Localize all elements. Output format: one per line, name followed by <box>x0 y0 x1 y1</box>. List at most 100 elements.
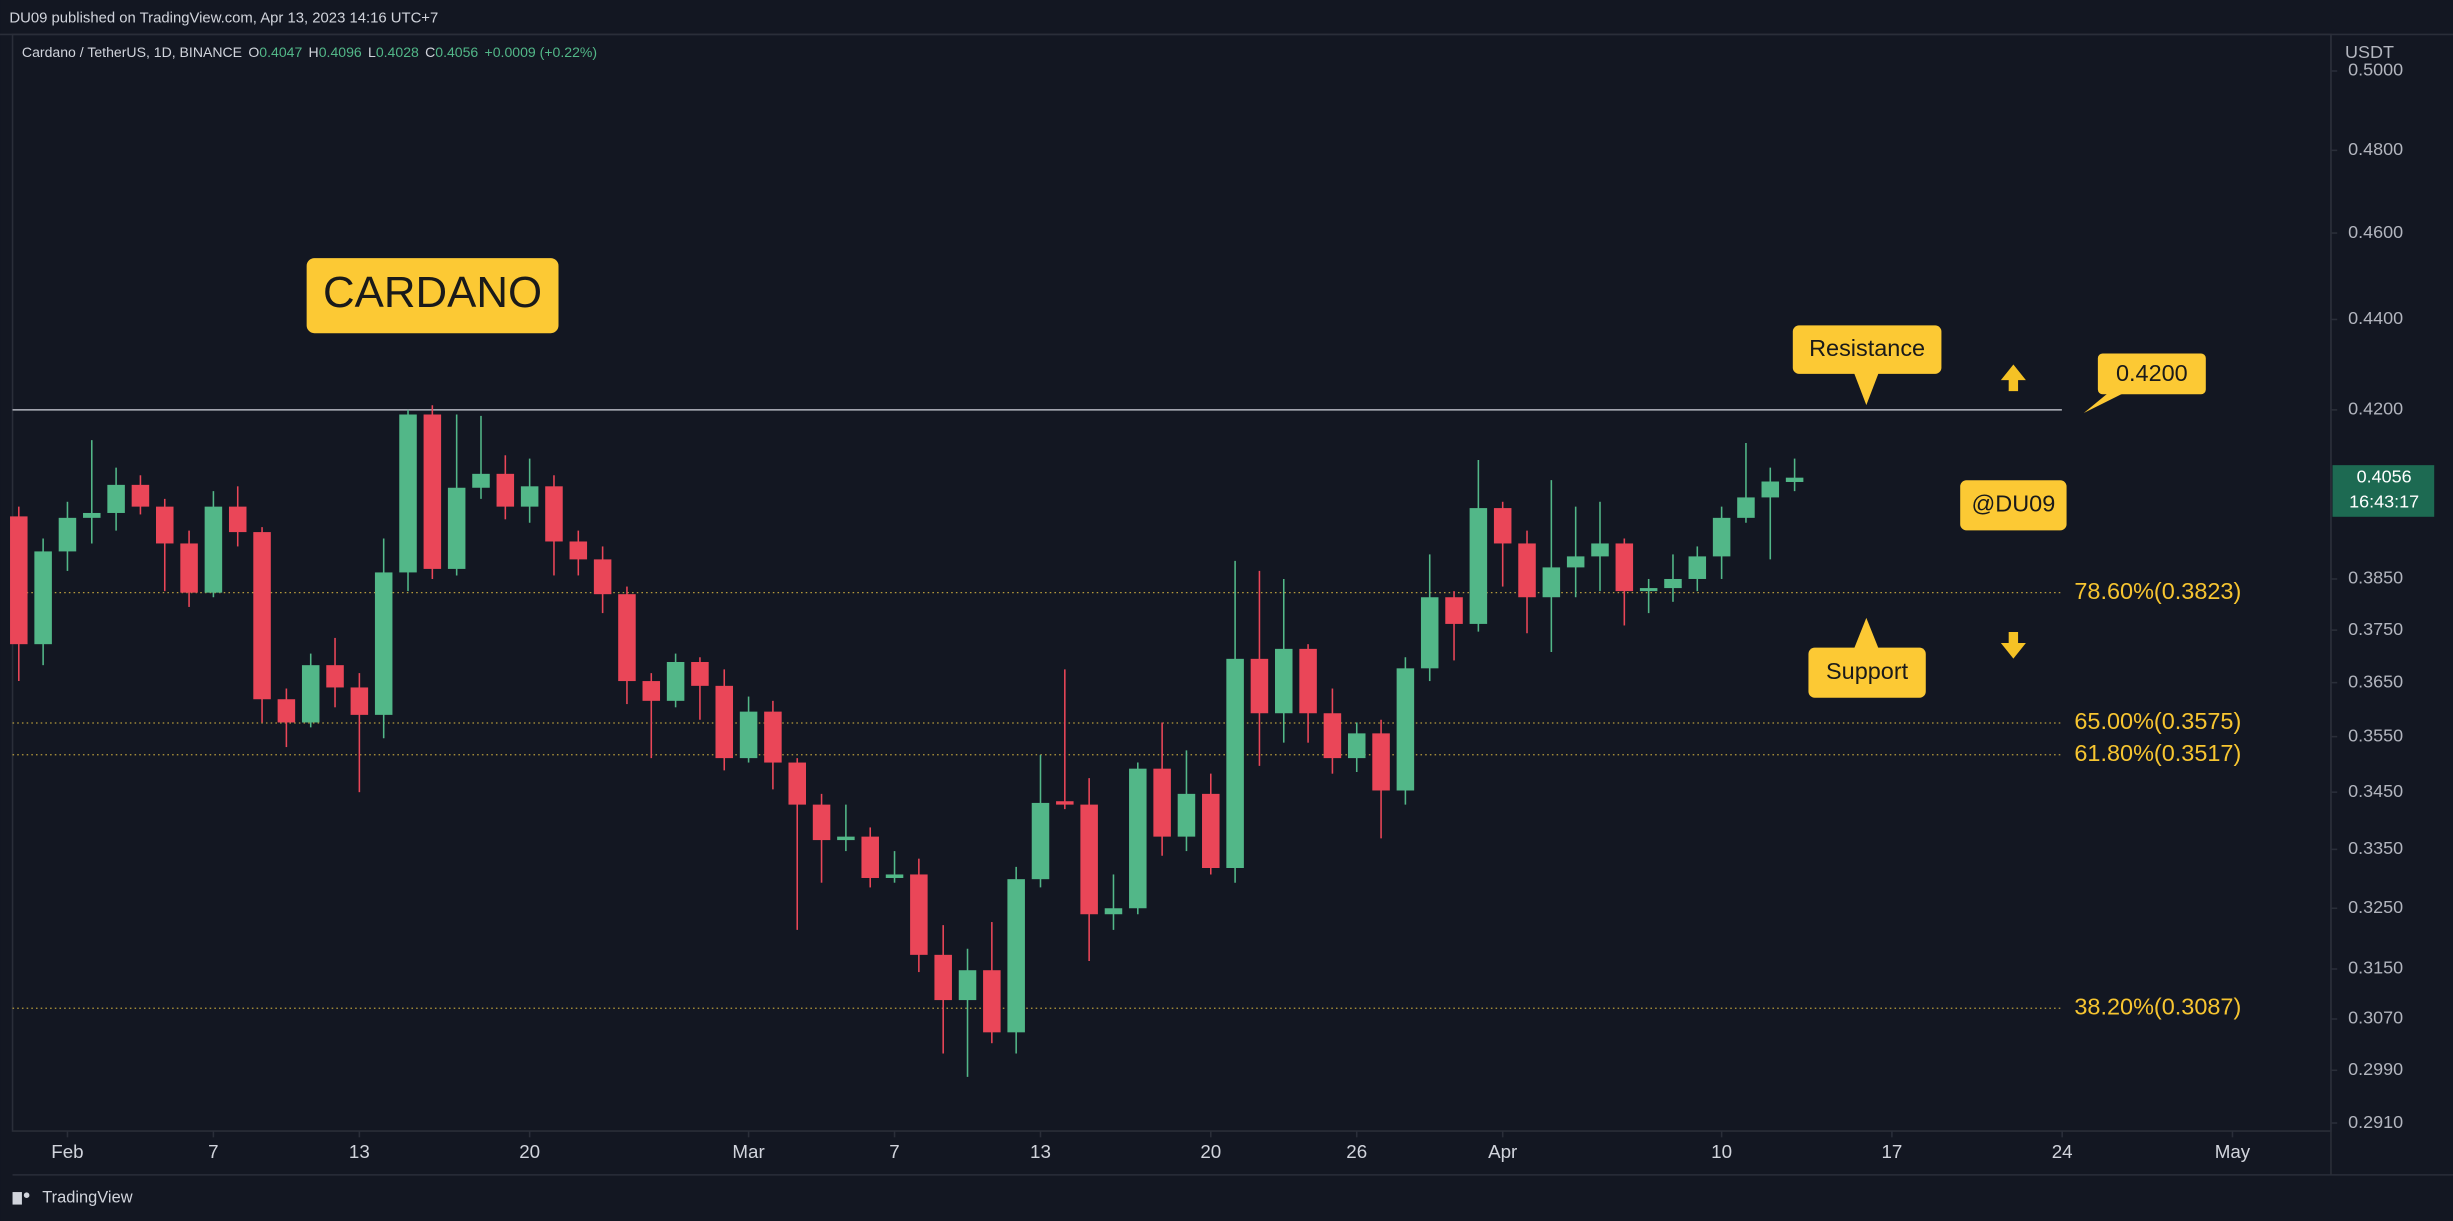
support-label: Support <box>1826 658 1909 684</box>
candle-body <box>58 517 77 552</box>
candle-body <box>423 414 442 569</box>
candle-body <box>1177 793 1196 837</box>
brand: TradingView <box>42 1189 132 1207</box>
x-tick-label: 13 <box>349 1141 370 1162</box>
y-tick-label: 0.3350 <box>2348 838 2403 858</box>
candle-body <box>1664 578 1682 589</box>
candle-body <box>1566 556 1585 568</box>
x-tick-label: May <box>2215 1141 2251 1162</box>
candle-body <box>545 486 563 542</box>
candle-body <box>618 594 636 682</box>
candle-body <box>83 512 101 518</box>
candle-body <box>1202 793 1220 869</box>
candle-body <box>228 506 247 533</box>
candle-body <box>812 804 831 841</box>
ohlc-label: O <box>248 44 259 60</box>
candle-body <box>34 551 52 645</box>
symbol: Cardano / TetherUS, 1D, BINANCE <box>22 44 242 60</box>
ohlc-value: 0.4096 <box>319 44 362 60</box>
symbol-legend: Cardano / TetherUS, 1D, BINANCE O0.4047 H0… <box>22 44 597 60</box>
resistance-price-label: 0.4200 <box>2116 360 2188 386</box>
x-tick-label: 24 <box>2052 1141 2073 1162</box>
candle-body <box>1469 508 1488 624</box>
brand-logo <box>12 1192 22 1205</box>
candle-body <box>861 836 879 878</box>
y-tick-label: 0.4200 <box>2348 399 2403 419</box>
x-tick-label: Apr <box>1488 1141 1517 1162</box>
x-tick-label: 17 <box>1881 1141 1902 1162</box>
candle-body <box>496 473 515 507</box>
candle-body <box>1299 648 1317 714</box>
candle-body <box>1372 733 1390 791</box>
candle-body <box>1080 804 1098 915</box>
candle-body <box>739 711 758 759</box>
candle-body <box>934 954 952 1001</box>
candle-body <box>301 665 320 723</box>
x-tick-label: 26 <box>1346 1141 1367 1162</box>
candle-body <box>666 662 685 701</box>
x-tick-label: 10 <box>1711 1141 1732 1162</box>
candle-body <box>326 665 344 688</box>
fib-label: 65.00%(0.3575) <box>2074 708 2241 734</box>
support-callout <box>1808 647 1926 698</box>
candle-body <box>1007 879 1025 1033</box>
resistance-label: Resistance <box>1809 335 1925 361</box>
candle-body <box>958 970 977 1001</box>
candle-body <box>642 681 661 701</box>
candle-body <box>788 762 806 805</box>
candle-body <box>983 970 1001 1033</box>
fib-label: 61.80%(0.3517) <box>2074 740 2241 766</box>
y-tick-label: 0.4600 <box>2348 222 2403 242</box>
y-tick-label: 0.2990 <box>2348 1059 2403 1079</box>
x-tick-label: 7 <box>889 1141 899 1162</box>
watermark: @DU09 <box>1971 490 2055 516</box>
y-tick-label: 0.3070 <box>2348 1008 2403 1028</box>
ohlc-label: C <box>425 44 435 60</box>
candle-body <box>837 836 855 841</box>
fib-label: 38.20%(0.3087) <box>2074 993 2241 1019</box>
y-tick-label: 0.3650 <box>2348 671 2403 691</box>
resistance-price-box <box>2097 353 2206 395</box>
candle-body <box>1518 543 1536 598</box>
candle-body <box>399 414 417 573</box>
candle-body <box>1250 658 1269 714</box>
candle-body <box>715 685 734 759</box>
down-arrow <box>2000 632 2026 659</box>
candle-body <box>1226 658 1244 869</box>
candle-body <box>1396 668 1415 791</box>
top-bar <box>0 0 2453 35</box>
candle-body <box>569 541 588 560</box>
x-tick-label: Mar <box>732 1141 764 1162</box>
candle-body <box>520 486 539 507</box>
y-tick-label: 0.3850 <box>2348 568 2403 588</box>
y-tick-label: 0.4800 <box>2348 139 2403 159</box>
candle-body <box>1274 648 1293 714</box>
candle-body <box>1129 768 1147 909</box>
ohlc-value: 0.4028 <box>376 44 419 60</box>
y-tick-label: 0.3750 <box>2348 619 2403 639</box>
candle-body <box>1542 567 1561 598</box>
x-tick-label: Feb <box>51 1141 83 1162</box>
candle-body <box>277 699 296 723</box>
y-tick-label: 0.3550 <box>2348 725 2403 745</box>
change: +0.0009 (+0.22%) <box>485 44 598 60</box>
brand-logo-dot <box>23 1192 30 1199</box>
countdown: 16:43:17 <box>2349 491 2419 511</box>
candle-body <box>1761 481 1780 498</box>
ohlc-value: 0.4056 <box>435 44 478 60</box>
candle-body <box>1591 543 1609 557</box>
ohlc-label: H <box>309 44 319 60</box>
chart-title: CARDANO <box>323 268 542 317</box>
fib-label: 78.60%(0.3823) <box>2074 578 2241 604</box>
candle-body <box>472 473 490 488</box>
candle-body <box>1323 713 1342 759</box>
x-tick-label: 7 <box>208 1141 218 1162</box>
candle-body <box>1104 908 1123 915</box>
candle-body <box>885 874 904 878</box>
last-price-tag <box>2332 465 2435 517</box>
y-tick-label: 0.5000 <box>2348 60 2403 80</box>
x-tick-label: 13 <box>1030 1141 1051 1162</box>
